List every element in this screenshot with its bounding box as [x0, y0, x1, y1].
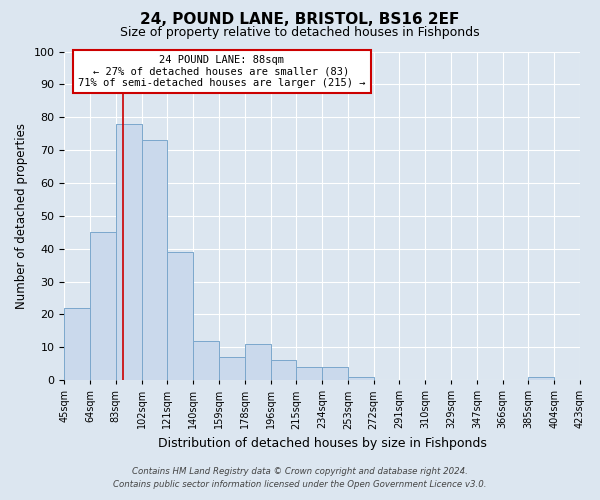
- Text: Size of property relative to detached houses in Fishponds: Size of property relative to detached ho…: [120, 26, 480, 39]
- Bar: [90, 232, 116, 380]
- Bar: [219, 357, 245, 380]
- Bar: [116, 124, 142, 380]
- X-axis label: Distribution of detached houses by size in Fishponds: Distribution of detached houses by size …: [158, 437, 487, 450]
- Bar: [322, 367, 348, 380]
- Text: 24 POUND LANE: 88sqm
← 27% of detached houses are smaller (83)
71% of semi-detac: 24 POUND LANE: 88sqm ← 27% of detached h…: [78, 55, 365, 88]
- Text: 24, POUND LANE, BRISTOL, BS16 2EF: 24, POUND LANE, BRISTOL, BS16 2EF: [140, 12, 460, 28]
- Bar: [167, 252, 193, 380]
- Bar: [348, 377, 374, 380]
- Bar: [271, 360, 296, 380]
- Bar: [64, 308, 90, 380]
- Bar: [142, 140, 167, 380]
- Bar: [193, 340, 219, 380]
- Bar: [296, 367, 322, 380]
- Y-axis label: Number of detached properties: Number of detached properties: [15, 123, 28, 309]
- Bar: [529, 377, 554, 380]
- Bar: [245, 344, 271, 380]
- Text: Contains HM Land Registry data © Crown copyright and database right 2024.
Contai: Contains HM Land Registry data © Crown c…: [113, 468, 487, 489]
